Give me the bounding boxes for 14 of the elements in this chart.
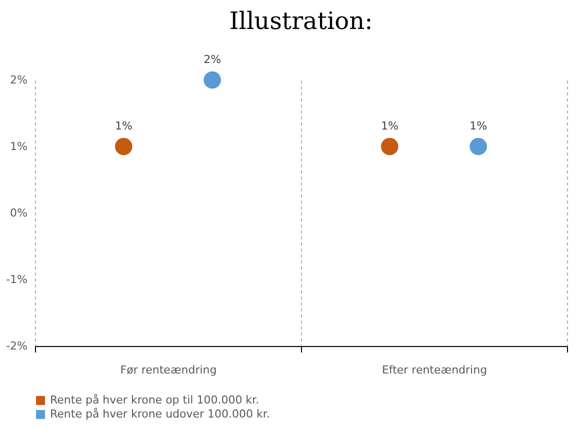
y-tick-label: 2% — [10, 74, 28, 86]
y-tick-label: 0% — [10, 206, 28, 220]
legend-label: Rente på hver krone op til 100.000 kr. — [50, 394, 260, 406]
x-tick-label: Før renteændring — [120, 364, 217, 376]
data-label: 1% — [114, 120, 132, 132]
data-label: 1% — [380, 120, 398, 132]
data-label: 2% — [204, 53, 222, 66]
y-tick-label: -2% — [6, 340, 28, 352]
y-tick-label: 1% — [10, 140, 28, 153]
x-tick-label: Efter renteændring — [382, 364, 488, 376]
legend-label: Rente på hver krone udover 100.000 kr. — [50, 408, 270, 420]
y-tick-label: -1% — [6, 273, 28, 286]
chart-title: Illustration: — [229, 7, 373, 35]
data-label: 1% — [470, 120, 488, 132]
